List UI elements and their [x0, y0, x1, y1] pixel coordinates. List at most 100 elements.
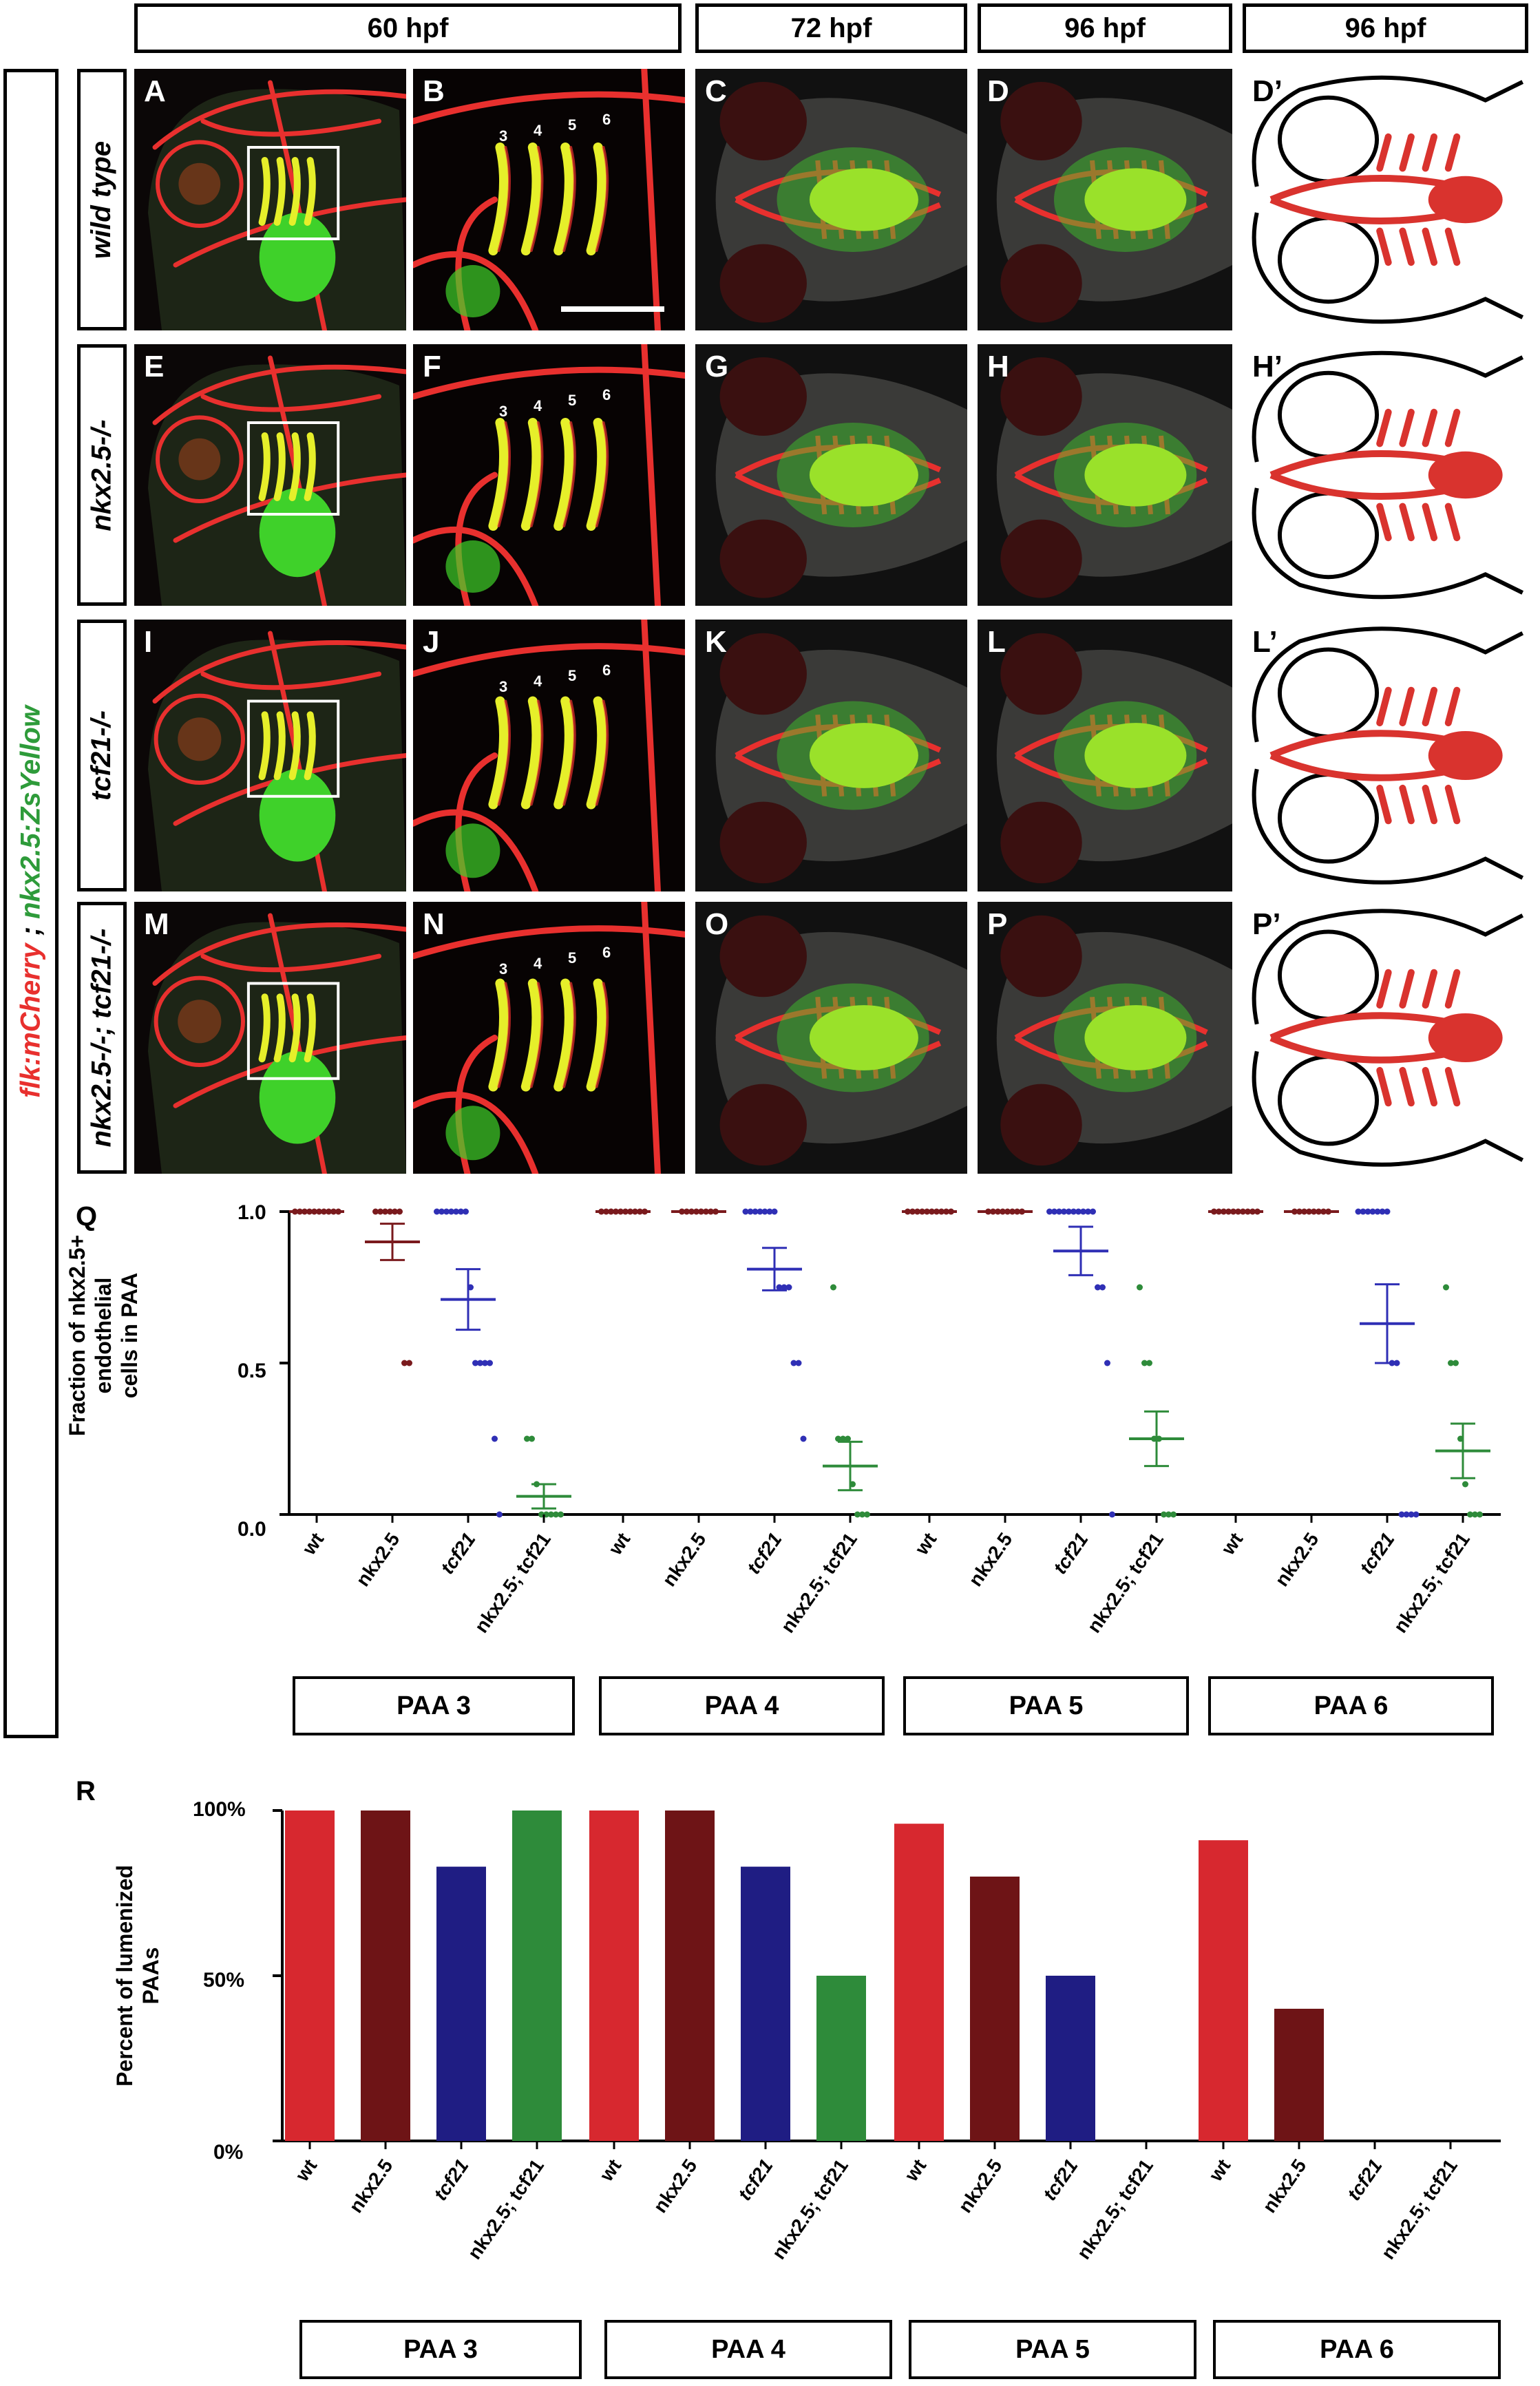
q-point: [1056, 1208, 1062, 1215]
q-point: [835, 1435, 841, 1442]
r-bar: [589, 1810, 639, 2141]
q-point: [1408, 1511, 1415, 1518]
r-bar: [436, 1866, 486, 2141]
chart-q-ytick-1: 1.0: [238, 1201, 266, 1224]
q-point: [790, 1360, 797, 1366]
panel-letter: H: [987, 350, 1009, 383]
panel-artwork: [695, 344, 967, 606]
q-point: [548, 1511, 554, 1518]
panel-artwork: [978, 902, 1232, 1174]
q-point: [840, 1435, 846, 1442]
panel-letter: D: [987, 74, 1009, 108]
q-point: [1467, 1511, 1473, 1518]
header-96hpf: 96 hpf: [978, 3, 1232, 53]
q-point: [487, 1360, 493, 1366]
image-panel-L-prime: L’: [1243, 620, 1528, 891]
header-72hpf: 72 hpf: [695, 3, 967, 53]
chart-q-group-paa6: PAA 6: [1208, 1676, 1494, 1735]
q-point: [524, 1435, 530, 1442]
row-label-nkx25: nkx2.5-/-: [77, 344, 127, 606]
image-panel-D-prime: D’: [1243, 69, 1528, 330]
q-point: [443, 1208, 450, 1215]
q-point: [781, 1284, 788, 1291]
q-point: [1137, 1284, 1143, 1291]
panel-artwork: [695, 69, 967, 330]
q-point: [1080, 1208, 1086, 1215]
panel-artwork: [978, 344, 1232, 606]
q-point: [1109, 1511, 1115, 1518]
q-point: [558, 1511, 564, 1518]
image-panel-J: J 3 4 5 6: [413, 620, 685, 891]
chart-q-ytick-0: 0.0: [238, 1518, 266, 1541]
arch-number: 4: [534, 397, 542, 414]
q-point: [800, 1435, 807, 1442]
arch-number: 6: [602, 944, 611, 961]
transgene-label: flk:mCherry ; nkx2.5:ZsYellow: [15, 706, 46, 1098]
panel-artwork: [413, 69, 685, 330]
panel-letter: I: [144, 625, 153, 659]
q-point: [463, 1208, 469, 1215]
q-point: [1099, 1284, 1106, 1291]
chart-q-group-paa3: PAA 3: [293, 1676, 575, 1735]
panel-letter: J: [423, 625, 440, 659]
q-point: [392, 1208, 398, 1215]
r-bar: [1274, 2009, 1324, 2141]
r-bar: [285, 1810, 335, 2141]
q-point: [795, 1360, 802, 1366]
chart-r-group-paa5: PAA 5: [909, 2320, 1196, 2379]
r-x-label: nkx2.5; tcf21: [1377, 2155, 1462, 2263]
chart-r-letter: R: [76, 1776, 96, 1806]
panel-letter: K: [705, 625, 727, 659]
q-point: [1477, 1511, 1483, 1518]
q-point: [752, 1208, 759, 1215]
image-panel-G: G: [695, 344, 967, 606]
image-panel-P-prime: P’: [1243, 902, 1528, 1174]
q-point: [439, 1208, 445, 1215]
q-point: [1374, 1208, 1381, 1215]
chart-r-group-paa4: PAA 4: [604, 2320, 892, 2379]
q-point: [1364, 1208, 1371, 1215]
q-point: [854, 1511, 861, 1518]
panel-artwork: [1243, 620, 1528, 891]
r-bar: [1046, 1976, 1095, 2141]
q-point: [1066, 1208, 1072, 1215]
panel-letter: G: [705, 350, 729, 383]
panel-letter: P’: [1252, 907, 1281, 941]
panel-letter: B: [423, 74, 445, 108]
chart-r-group-paa6: PAA 6: [1213, 2320, 1501, 2379]
chart-r-ylabel: Percent of lumenized PAAs: [112, 1865, 163, 2087]
panel-letter: M: [144, 907, 169, 941]
q-point: [1413, 1511, 1420, 1518]
arch-number: 4: [534, 955, 542, 972]
q-point: [397, 1208, 403, 1215]
panel-letter: F: [423, 350, 441, 383]
image-panel-N: N 3 4 5 6: [413, 902, 685, 1174]
q-point: [1355, 1208, 1362, 1215]
arch-number: 6: [602, 662, 611, 679]
q-point: [377, 1208, 383, 1215]
q-point: [453, 1208, 459, 1215]
q-point: [458, 1208, 464, 1215]
r-bar: [741, 1866, 790, 2141]
r-x-label: nkx2.5; tcf21: [1073, 2155, 1158, 2263]
image-panel-F: F 3 4 5 6: [413, 344, 685, 606]
image-panel-H: H: [978, 344, 1232, 606]
panel-artwork: [413, 620, 685, 891]
q-point: [859, 1511, 865, 1518]
r-x-label: tcf21: [1038, 2155, 1082, 2205]
panel-artwork: [134, 902, 406, 1174]
q-point: [401, 1360, 408, 1366]
r-x-label: tcf21: [1342, 2155, 1386, 2205]
image-panel-L: L: [978, 620, 1232, 891]
r-bar: [894, 1824, 944, 2141]
q-point: [448, 1208, 454, 1215]
q-point: [1384, 1208, 1391, 1215]
chart-r-ytick-0b: 0%: [213, 2141, 244, 2164]
panel-letter: C: [705, 74, 727, 108]
arch-number: 4: [534, 673, 542, 690]
q-point: [1369, 1208, 1376, 1215]
chart-q-group-paa4: PAA 4: [599, 1676, 885, 1735]
panel-artwork: [413, 344, 685, 606]
q-point: [1472, 1511, 1478, 1518]
panel-letter: N: [423, 907, 445, 941]
